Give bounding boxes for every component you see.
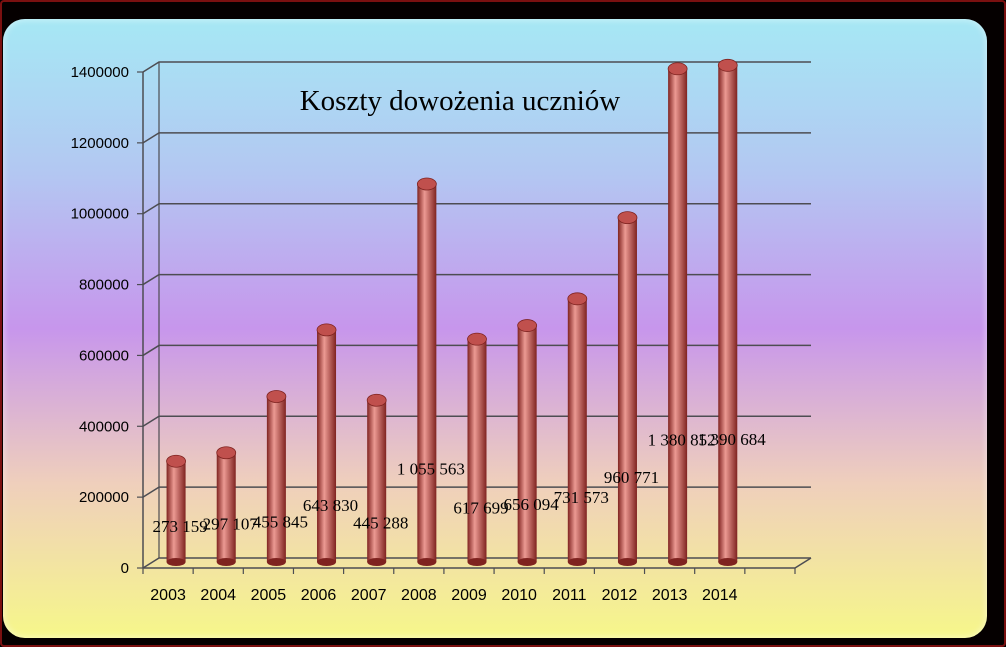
gridline: [142, 415, 811, 427]
y-tick-label: 1000000: [71, 206, 129, 223]
y-tick-label: 800000: [79, 277, 129, 294]
bar-base: [417, 558, 437, 566]
bar-base: [668, 558, 688, 566]
bar-cap: [667, 62, 688, 76]
x-tick-label: 2012: [602, 587, 638, 604]
bar-body: [367, 400, 387, 562]
data-label: 273 159: [152, 517, 207, 536]
y-tick-label: 400000: [79, 418, 129, 435]
gridline: [142, 202, 811, 215]
data-label: 1 380 852: [648, 431, 716, 450]
bar-2010: [517, 319, 538, 566]
bar-cap: [216, 446, 237, 460]
x-tick-label: 2013: [652, 587, 688, 604]
bar-2008: [416, 177, 437, 566]
gridline: [142, 344, 811, 357]
bar-cap: [717, 58, 738, 72]
bar-2011: [567, 292, 588, 566]
x-tick-label: 2008: [401, 587, 437, 604]
y-tick-label: 200000: [79, 489, 129, 506]
x-tick-label: 2004: [200, 587, 236, 604]
x-tick-label: 2010: [501, 587, 537, 604]
data-label: 656 094: [504, 495, 560, 514]
x-tick-label: 2003: [150, 587, 186, 604]
bar-body: [617, 217, 637, 563]
bar-body: [467, 339, 487, 562]
bar-2005: [266, 390, 287, 566]
gridline: [142, 557, 811, 569]
gridlines: [142, 61, 811, 569]
y-tick-label: 1200000: [71, 135, 129, 152]
bar-cap: [266, 390, 287, 403]
bar-base: [317, 558, 337, 566]
bar-cap: [467, 332, 487, 346]
data-label: 445 288: [353, 514, 408, 533]
bar-2014: [717, 58, 738, 566]
bar-base: [166, 558, 186, 566]
x-tick-label: 2005: [251, 587, 287, 604]
x-tick-label: 2011: [552, 587, 587, 604]
bar-base: [367, 558, 387, 566]
gridline: [142, 486, 811, 498]
bar-cap: [166, 454, 186, 468]
axes: 0 200000 400000 600000 800000 1000000 1200000 1…: [71, 64, 812, 604]
bar-body: [266, 396, 286, 562]
bar-cap: [366, 393, 387, 407]
bar-2003: [166, 454, 186, 566]
y-tick-label: 600000: [79, 347, 129, 364]
bar-base: [567, 558, 587, 566]
y-tick-label: 1400000: [71, 64, 129, 81]
bar-cap: [567, 292, 588, 306]
data-label: 455 845: [253, 513, 308, 532]
data-label: 960 771: [604, 468, 659, 487]
bar-2012: [617, 211, 638, 566]
bar-base: [517, 558, 537, 566]
x-tick-label: 2009: [451, 587, 487, 604]
data-label: 297 107: [203, 515, 259, 534]
data-label: 1 390 684: [698, 430, 767, 449]
bar-base: [467, 558, 487, 566]
bar-body: [216, 452, 236, 562]
bar-2006: [316, 323, 337, 566]
data-label: 1 055 563: [397, 460, 465, 479]
bar-base: [718, 558, 738, 566]
bar-2004: [216, 446, 237, 566]
bar-body: [166, 461, 186, 562]
bar-2007: [366, 393, 387, 566]
bar-body: [668, 68, 688, 562]
bar-cap: [517, 319, 538, 332]
bar-cap: [316, 323, 337, 337]
bar-base: [266, 558, 286, 566]
bars: [166, 58, 738, 566]
bar-2013: [667, 62, 688, 566]
data-label: 617 699: [453, 498, 508, 517]
bar-cap: [416, 177, 437, 191]
bar-base: [216, 558, 236, 566]
bar-2009: [467, 332, 487, 566]
gridline: [142, 273, 811, 286]
x-tick-label: 2007: [351, 587, 387, 604]
chart-title: Koszty dowożenia uczniów: [300, 85, 621, 117]
bar-body: [567, 298, 587, 562]
gridline: [142, 132, 811, 144]
data-label: 731 573: [554, 488, 609, 507]
bar-base: [617, 558, 637, 566]
bar-body: [417, 184, 437, 562]
bar-body: [517, 325, 537, 562]
bar-cap: [617, 211, 638, 225]
bar-body: [317, 329, 337, 562]
x-tick-label: 2014: [702, 587, 738, 604]
gridline: [142, 61, 811, 73]
bar-body: [718, 65, 738, 562]
y-tick-label: 0: [121, 560, 129, 577]
data-label: 643 830: [303, 496, 358, 515]
x-tick-label: 2006: [301, 587, 337, 604]
